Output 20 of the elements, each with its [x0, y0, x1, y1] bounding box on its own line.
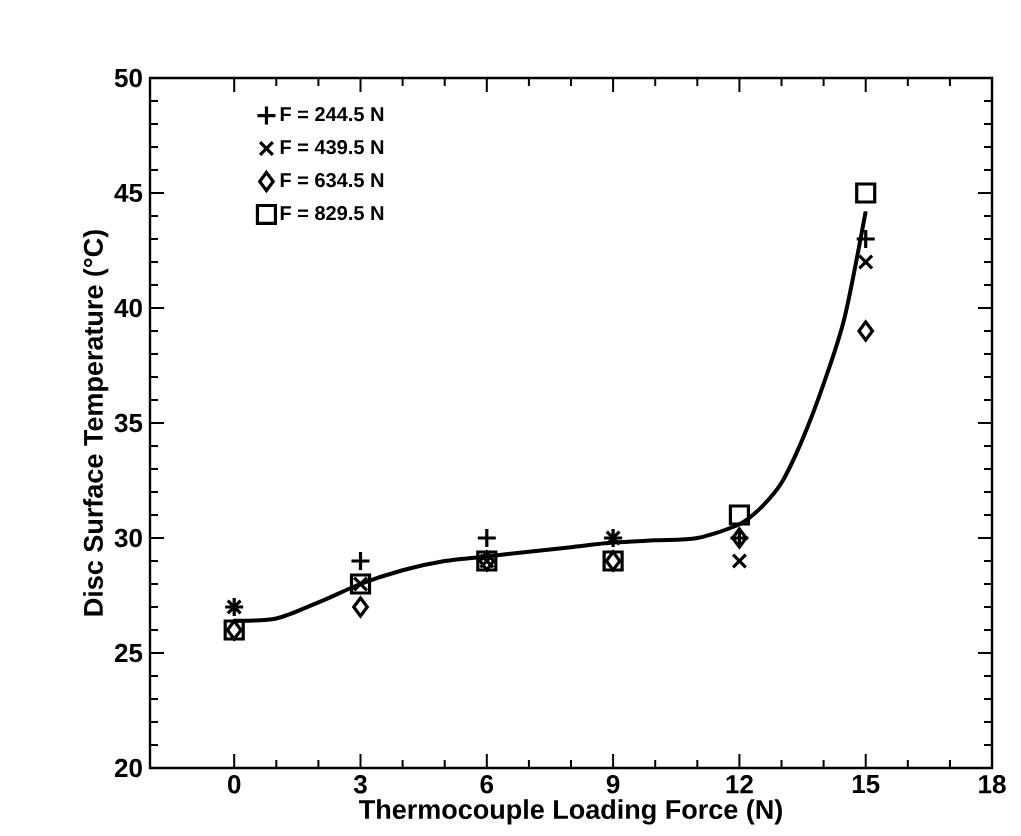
x-tick-label: 3: [353, 775, 367, 794]
y-tick-label: 20: [114, 758, 142, 778]
y-tick-label: 30: [114, 528, 142, 548]
y-tick-label: 45: [114, 183, 143, 203]
y-tick-label: 50: [114, 68, 142, 88]
legend-label: F = 829.5 N: [280, 206, 384, 221]
x-tick-label: 9: [606, 775, 620, 794]
x-tick-label: 6: [480, 775, 494, 794]
legend-label: F = 439.5 N: [280, 140, 384, 155]
y-tick-label: 25: [114, 643, 143, 663]
x-tick-label: 0: [228, 775, 241, 794]
x-tick-label: 15: [852, 775, 880, 794]
x-tick-label: 12: [726, 775, 753, 794]
legend-label: F = 244.5 N: [280, 107, 384, 122]
y-tick-label: 40: [114, 298, 142, 318]
x-tick-label: 18: [979, 775, 1006, 794]
y-axis-title: Disc Surface Temperature (°C): [83, 230, 109, 616]
y-tick-label: 35: [114, 413, 143, 433]
x-axis-title: Thermocouple Loading Force (N): [359, 799, 782, 825]
legend-label: F = 634.5 N: [280, 173, 384, 188]
